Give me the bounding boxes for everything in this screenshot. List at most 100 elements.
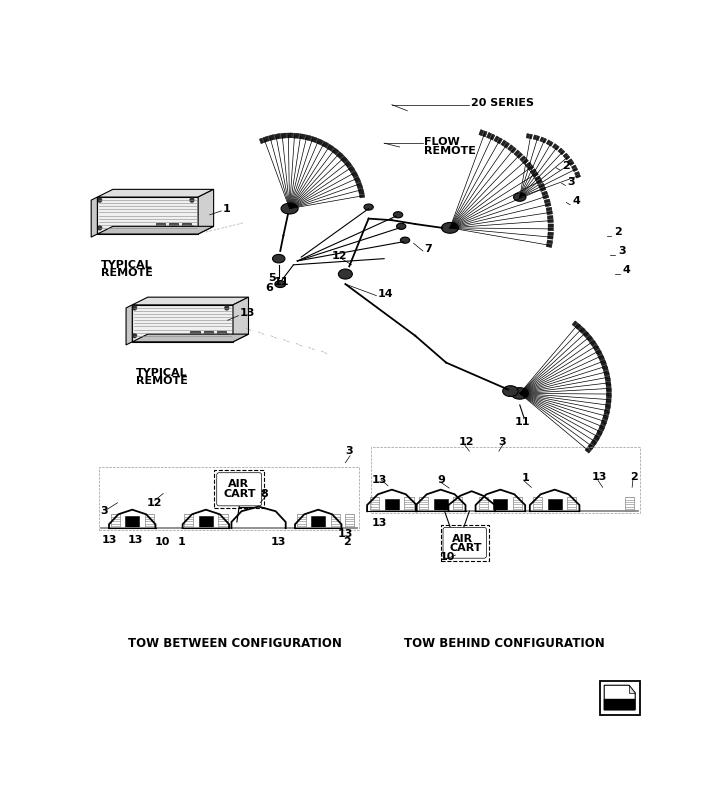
Polygon shape xyxy=(584,332,589,338)
Polygon shape xyxy=(535,176,541,181)
Polygon shape xyxy=(594,436,599,441)
Polygon shape xyxy=(629,685,635,693)
Ellipse shape xyxy=(272,255,285,263)
Text: AIR: AIR xyxy=(452,534,473,544)
Circle shape xyxy=(98,198,102,202)
Polygon shape xyxy=(260,138,264,144)
Polygon shape xyxy=(606,384,611,387)
Polygon shape xyxy=(497,137,503,144)
Polygon shape xyxy=(98,189,214,197)
Polygon shape xyxy=(604,411,609,415)
Text: TOW BEHIND CONFIGURATION: TOW BEHIND CONFIGURATION xyxy=(404,638,604,650)
Polygon shape xyxy=(597,351,602,356)
Polygon shape xyxy=(350,168,355,173)
Ellipse shape xyxy=(394,212,403,218)
Text: 7: 7 xyxy=(424,245,432,255)
Ellipse shape xyxy=(400,237,409,243)
Polygon shape xyxy=(547,240,553,244)
Polygon shape xyxy=(233,297,249,342)
Text: 2: 2 xyxy=(562,162,570,171)
Polygon shape xyxy=(268,135,272,141)
Text: CART: CART xyxy=(450,543,482,553)
Polygon shape xyxy=(125,516,139,528)
Polygon shape xyxy=(583,330,588,336)
Polygon shape xyxy=(536,136,540,141)
Polygon shape xyxy=(356,183,362,187)
Polygon shape xyxy=(533,135,537,140)
Polygon shape xyxy=(544,199,550,204)
Text: 3: 3 xyxy=(618,246,626,256)
Polygon shape xyxy=(508,145,513,151)
Polygon shape xyxy=(529,134,532,139)
Polygon shape xyxy=(358,188,364,192)
Polygon shape xyxy=(345,161,350,166)
Ellipse shape xyxy=(513,193,526,201)
Polygon shape xyxy=(308,136,312,141)
Polygon shape xyxy=(338,154,343,159)
Polygon shape xyxy=(318,140,323,145)
Polygon shape xyxy=(290,133,293,138)
Text: 12: 12 xyxy=(459,437,474,447)
Text: TYPICAL: TYPICAL xyxy=(136,368,188,377)
Polygon shape xyxy=(603,415,609,419)
Text: FLOW: FLOW xyxy=(424,137,460,146)
Polygon shape xyxy=(606,398,611,402)
Polygon shape xyxy=(597,431,602,436)
Polygon shape xyxy=(305,135,309,140)
Polygon shape xyxy=(593,344,598,349)
Text: 2: 2 xyxy=(343,537,351,547)
Text: REMOTE: REMOTE xyxy=(424,146,476,156)
Polygon shape xyxy=(602,365,607,369)
Polygon shape xyxy=(574,323,580,329)
Polygon shape xyxy=(541,191,548,196)
Polygon shape xyxy=(198,189,214,234)
Polygon shape xyxy=(316,138,320,144)
Polygon shape xyxy=(585,448,591,453)
Polygon shape xyxy=(191,331,199,338)
Text: 12: 12 xyxy=(147,498,163,507)
Polygon shape xyxy=(522,158,528,164)
Polygon shape xyxy=(493,499,508,511)
Polygon shape xyxy=(91,197,98,237)
Polygon shape xyxy=(284,133,287,138)
Polygon shape xyxy=(486,133,492,139)
Text: 2: 2 xyxy=(614,227,622,237)
Text: 14: 14 xyxy=(378,289,394,299)
Polygon shape xyxy=(310,137,315,142)
Polygon shape xyxy=(596,349,601,354)
Polygon shape xyxy=(602,416,608,420)
Polygon shape xyxy=(548,236,553,239)
Polygon shape xyxy=(548,499,561,511)
Polygon shape xyxy=(607,387,612,390)
Polygon shape xyxy=(311,516,326,528)
Polygon shape xyxy=(604,370,609,374)
Polygon shape xyxy=(555,145,559,150)
Polygon shape xyxy=(327,144,332,149)
Polygon shape xyxy=(514,150,520,156)
Polygon shape xyxy=(293,133,296,138)
Polygon shape xyxy=(526,133,529,138)
Polygon shape xyxy=(336,152,341,157)
Polygon shape xyxy=(156,223,165,230)
Polygon shape xyxy=(547,216,553,219)
Polygon shape xyxy=(322,141,326,147)
Polygon shape xyxy=(351,171,357,175)
Circle shape xyxy=(98,226,102,229)
Polygon shape xyxy=(607,395,612,398)
Polygon shape xyxy=(538,183,544,188)
Polygon shape xyxy=(604,699,635,710)
Polygon shape xyxy=(355,179,361,183)
Polygon shape xyxy=(275,134,278,139)
Text: TOW BETWEEN CONFIGURATION: TOW BETWEEN CONFIGURATION xyxy=(128,638,342,650)
Text: 3: 3 xyxy=(498,437,505,447)
Polygon shape xyxy=(313,137,318,143)
Polygon shape xyxy=(606,401,611,404)
Polygon shape xyxy=(605,376,610,380)
Polygon shape xyxy=(348,166,353,170)
Polygon shape xyxy=(603,367,608,371)
Circle shape xyxy=(190,226,194,229)
Polygon shape xyxy=(576,175,581,178)
Text: 4: 4 xyxy=(572,196,580,206)
Polygon shape xyxy=(359,191,364,195)
Polygon shape xyxy=(334,149,339,155)
